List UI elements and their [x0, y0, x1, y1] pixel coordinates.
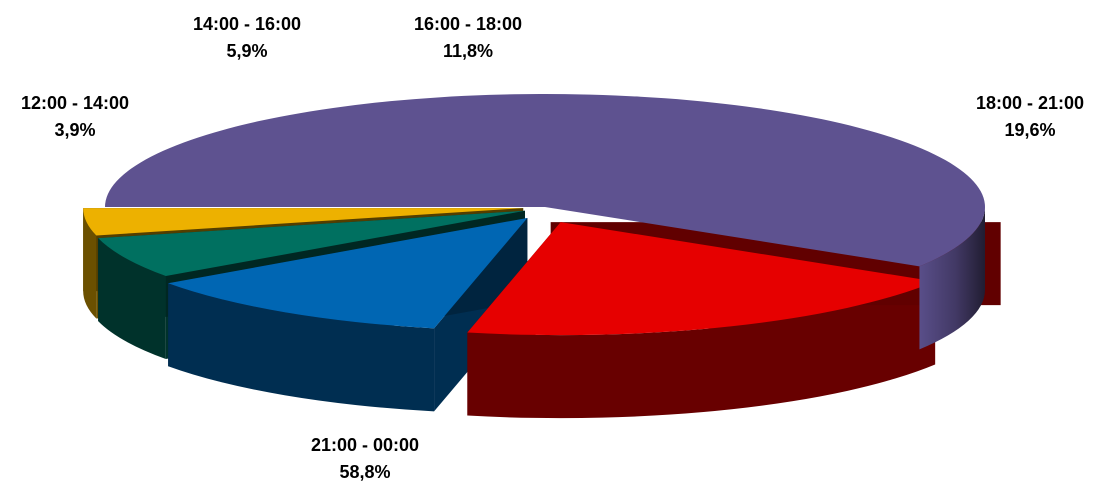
slice-top	[83, 208, 524, 236]
slice-category-label: 14:00 - 16:00	[192, 14, 302, 34]
slice-value-label: 58,8%	[339, 462, 391, 482]
slice-top	[98, 210, 526, 277]
slice-value-label: 5,9%	[226, 41, 268, 61]
slice-top	[467, 222, 936, 336]
slice-side	[919, 207, 985, 350]
slice-label-12-00: 12:00 - 14:00 3,9%	[0, 90, 150, 144]
slice-label-18-00: 18:00 - 21:00 19,6%	[955, 90, 1105, 144]
pie-slice	[105, 93, 985, 350]
slice-top	[168, 217, 528, 329]
slice-label-16-00: 16:00 - 18:00 11,8%	[393, 11, 543, 65]
slice-value-label: 11,8%	[442, 41, 494, 61]
slice-side	[467, 281, 936, 419]
slice-top	[105, 93, 985, 267]
pie-slice	[168, 217, 528, 412]
slice-side	[168, 283, 435, 412]
slice-category-label: 16:00 - 18:00	[413, 14, 523, 34]
slice-category-label: 18:00 - 21:00	[975, 93, 1085, 113]
slice-label-14-00: 14:00 - 16:00 5,9%	[172, 11, 322, 65]
slice-side	[83, 208, 97, 319]
slice-value-label: 3,9%	[54, 120, 96, 140]
slice-value-label: 19,6%	[1004, 120, 1056, 140]
slice-side	[98, 238, 166, 360]
slice-label-21-00: 21:00 - 00:00 58,8%	[290, 432, 440, 486]
slice-category-label: 21:00 - 00:00	[310, 435, 420, 455]
slice-category-label: 12:00 - 14:00	[20, 93, 130, 113]
